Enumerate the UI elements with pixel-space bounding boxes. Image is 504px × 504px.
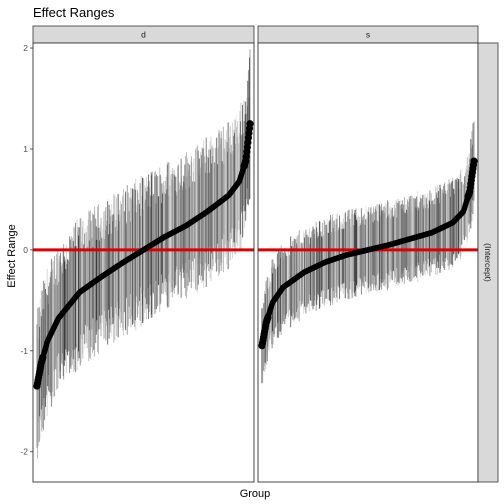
panel-d: d bbox=[33, 26, 254, 482]
row-strip-label: (Intercept) bbox=[483, 243, 493, 282]
y-tick-label: 0 bbox=[23, 245, 28, 255]
facet-strip-label-s: s bbox=[366, 30, 370, 40]
estimate-point bbox=[470, 157, 477, 164]
row-strip-layer: (Intercept) bbox=[478, 43, 498, 482]
facet-strip-label-d: d bbox=[141, 30, 146, 40]
y-tick-label: -2 bbox=[20, 447, 28, 457]
estimate-point bbox=[246, 120, 253, 127]
y-axis-title: Effect Range bbox=[6, 224, 18, 287]
chart-title: Effect Ranges bbox=[33, 5, 115, 20]
y-ticks-layer: -2 -1 0 1 2 bbox=[20, 43, 33, 457]
x-axis-title: Group bbox=[240, 488, 271, 500]
y-tick-label: -1 bbox=[20, 346, 28, 356]
panel-s: s bbox=[258, 26, 478, 482]
y-tick-label: 1 bbox=[23, 144, 28, 154]
y-tick-label: 2 bbox=[23, 43, 28, 53]
